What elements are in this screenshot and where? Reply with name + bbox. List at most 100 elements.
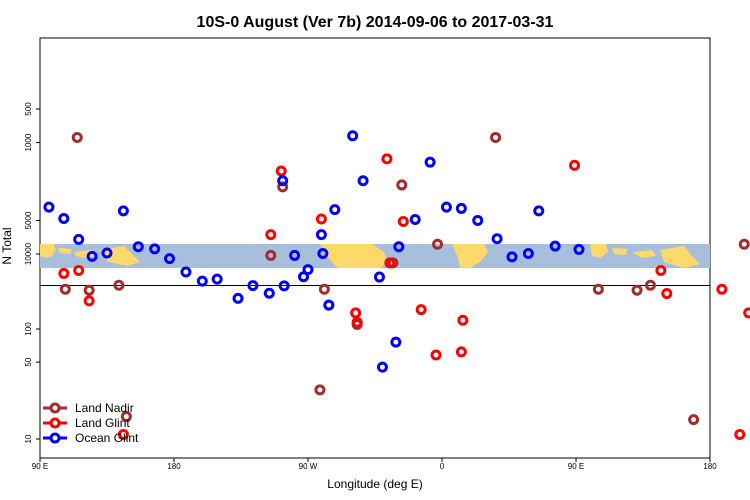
ocean-glint-point bbox=[317, 248, 329, 260]
land-nadir-point bbox=[59, 283, 71, 295]
lower-y-axis: 10 50 100 bbox=[24, 322, 40, 443]
ocean-glint-point bbox=[117, 205, 129, 217]
land-nadir-point bbox=[314, 384, 326, 396]
ocean-glint-point bbox=[373, 271, 385, 283]
ocean-glint-point bbox=[164, 253, 176, 265]
upper-y-axis: 500 1000 5000 10000 bbox=[24, 102, 40, 265]
legend-marker bbox=[49, 417, 61, 429]
land-shape bbox=[118, 258, 124, 266]
land-shape bbox=[452, 244, 488, 268]
land-nadir-point bbox=[83, 284, 95, 296]
ocean-glint-point bbox=[196, 275, 208, 287]
ocean-glint-point bbox=[376, 361, 388, 373]
land-glint-point bbox=[83, 295, 95, 307]
ocean-glint-point bbox=[347, 130, 359, 142]
legend-item-ocean-glint: Ocean Glint bbox=[43, 431, 139, 445]
legend-label: Ocean Glint bbox=[75, 431, 139, 445]
x-tick-label: 90 E bbox=[32, 462, 48, 471]
ocean-glint-point bbox=[101, 247, 113, 259]
land-glint-point bbox=[457, 314, 469, 326]
land-shape bbox=[612, 248, 628, 255]
ocean-glint-point bbox=[455, 202, 467, 214]
legend-marker bbox=[49, 402, 61, 414]
upper-y-tick-label: 1000 bbox=[24, 133, 33, 151]
land-nadir-point bbox=[644, 279, 656, 291]
land-shape bbox=[320, 244, 388, 268]
ocean-glint-point bbox=[506, 251, 518, 263]
ocean-glint-point bbox=[247, 280, 259, 292]
x-tick-label: 90 W bbox=[299, 462, 318, 471]
land-glint-point bbox=[455, 346, 467, 358]
upper-y-tick-label: 5000 bbox=[24, 211, 33, 229]
ocean-glint-point bbox=[302, 264, 314, 276]
x-tick-label: 180 bbox=[703, 462, 717, 471]
land-glint-point bbox=[117, 428, 129, 440]
series-ocean-glint bbox=[43, 130, 585, 373]
ocean-glint-point bbox=[149, 243, 161, 255]
upper-y-tick-label: 10000 bbox=[24, 242, 33, 265]
land-glint-point bbox=[275, 165, 287, 177]
land-glint-point bbox=[430, 349, 442, 361]
land-glint-point bbox=[58, 267, 70, 279]
land-nadir-point bbox=[631, 284, 643, 296]
lower-y-tick-label: 10 bbox=[24, 434, 33, 443]
land-glint-point bbox=[265, 229, 277, 241]
land-glint-point bbox=[716, 283, 728, 295]
ocean-glint-point bbox=[472, 214, 484, 226]
x-tick-label: 0 bbox=[440, 462, 445, 471]
land-glint-point bbox=[73, 265, 85, 277]
series-land-nadir bbox=[59, 131, 750, 426]
ocean-glint-point bbox=[211, 273, 223, 285]
ocean-glint-point bbox=[58, 212, 70, 224]
ocean-glint-point bbox=[424, 156, 436, 168]
land-nadir-point bbox=[396, 179, 408, 191]
land-shape bbox=[660, 246, 700, 268]
upper-y-tick-label: 500 bbox=[24, 102, 33, 116]
legend-label: Land Glint bbox=[75, 416, 130, 430]
land-glint-point bbox=[397, 215, 409, 227]
map-land bbox=[40, 244, 700, 268]
chart-title: 10S-0 August (Ver 7b) 2014-09-06 to 2017… bbox=[197, 14, 554, 31]
ocean-glint-point bbox=[390, 336, 402, 348]
land-nadir-point bbox=[688, 414, 700, 426]
land-nadir-point bbox=[71, 131, 83, 143]
map-strip bbox=[40, 244, 710, 268]
land-glint-point bbox=[661, 288, 673, 300]
ocean-glint-point bbox=[263, 287, 275, 299]
land-glint-point bbox=[315, 213, 327, 225]
lower-y-tick-label: 100 bbox=[24, 322, 33, 336]
ocean-glint-point bbox=[491, 233, 503, 245]
ocean-glint-point bbox=[573, 243, 585, 255]
ocean-glint-point bbox=[289, 249, 301, 261]
land-nadir-point bbox=[432, 238, 444, 250]
ocean-glint-point bbox=[180, 266, 192, 278]
land-shape bbox=[632, 250, 656, 258]
land-shape bbox=[40, 244, 56, 258]
x-tick-label: 180 bbox=[167, 462, 181, 471]
ocean-glint-point bbox=[73, 233, 85, 245]
ocean-glint-point bbox=[522, 248, 534, 260]
ocean-glint-point bbox=[277, 175, 289, 187]
ocean-glint-point bbox=[86, 250, 98, 262]
land-nadir-point bbox=[592, 283, 604, 295]
ocean-glint-point bbox=[549, 240, 561, 252]
ocean-glint-point bbox=[232, 292, 244, 304]
ocean-glint-point bbox=[393, 241, 405, 253]
legend-label: Land Nadir bbox=[75, 401, 134, 415]
ocean-glint-point bbox=[323, 299, 335, 311]
ocean-glint-point bbox=[409, 213, 421, 225]
legend-item-land-nadir: Land Nadir bbox=[43, 401, 134, 415]
legend-item-land-glint: Land Glint bbox=[43, 416, 130, 430]
ocean-glint-point bbox=[278, 280, 290, 292]
land-glint-point bbox=[655, 265, 667, 277]
ocean-glint-point bbox=[440, 201, 452, 213]
land-nadir-point bbox=[113, 279, 125, 291]
x-axis-label: Longitude (deg E) bbox=[327, 477, 422, 491]
series-land-glint bbox=[58, 153, 750, 440]
ocean-glint-point bbox=[132, 241, 144, 253]
land-nadir-point bbox=[265, 249, 277, 261]
land-shape bbox=[58, 248, 72, 254]
land-nadir-point bbox=[738, 238, 750, 250]
